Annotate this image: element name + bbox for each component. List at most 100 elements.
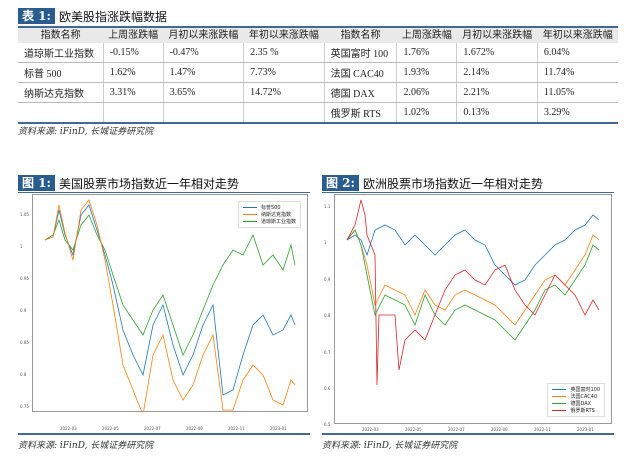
y-tick: 0.8: [20, 372, 27, 377]
us-mtd-change: 1.47%: [163, 62, 245, 83]
fig1-tag: 图 1:: [18, 175, 55, 191]
series-dow: [44, 214, 296, 357]
fig1-title: 图 1: 美国股票市场指数近一年相对走势: [18, 175, 239, 191]
y-tick: 0.85: [20, 340, 29, 345]
eu-ytd-change: 11.74%: [537, 62, 618, 83]
eu-chart-plot: [346, 199, 600, 386]
eu-ytd-change: 6.04%: [537, 43, 618, 63]
col-header: 指数名称: [324, 26, 397, 43]
x-tick: 2022-11: [228, 426, 245, 431]
fig2-title-rule: [322, 192, 614, 193]
fig2-tag: 图 2:: [322, 175, 359, 191]
y-tick: 0.8: [324, 313, 331, 318]
y-tick: 0.9: [20, 308, 27, 313]
series-nasdaq: [44, 199, 296, 417]
col-header: 年初以来涨跌幅: [537, 26, 618, 43]
col-header: 年初以来涨跌幅: [243, 26, 325, 43]
us-index-name: 标普 500: [18, 62, 104, 83]
us-index-chart: 标普500 纳斯达克指数 道琼斯工业指数: [32, 194, 308, 417]
eu-index-name: 德国 DAX: [324, 82, 398, 103]
us-ytd-change: 14.72%: [243, 82, 325, 103]
y-tick: 0.75: [20, 404, 29, 409]
table1-title: 表 1: 欧美股指涨跌幅数据: [18, 8, 167, 24]
x-tick: 2022-07: [448, 427, 465, 432]
eu-week-change: 1.76%: [396, 43, 458, 63]
col-header: 上周涨跌幅: [396, 26, 457, 43]
eu-ytd-change: 11.05%: [537, 82, 618, 103]
fig2-bottom-rule: [322, 433, 614, 435]
eu-index-chart: 英国富时100 法国CAC40 德国DAX 俄罗斯RTS: [334, 194, 612, 424]
x-tick: 2023-01: [270, 426, 287, 431]
us-ytd-change: 7.73%: [243, 62, 325, 83]
eu-mtd-change: 2.21%: [456, 82, 538, 103]
us-week-change: -0.15%: [103, 43, 164, 63]
x-tick: 2022-11: [534, 427, 551, 432]
legend-label: 俄罗斯RTS: [570, 408, 595, 414]
eu-mtd-change: 0.13%: [456, 102, 538, 124]
eu-index-name: 俄罗斯 RTS: [324, 102, 398, 124]
x-tick: 2022-09: [491, 427, 508, 432]
fig2-title-text: 欧洲股票市场指数近一年相对走势: [362, 176, 543, 191]
legend-label: 标普500: [260, 205, 281, 211]
us-week-change: 1.62%: [103, 62, 164, 83]
eu-ytd-change: 3.29%: [537, 102, 618, 124]
table1-tag: 表 1:: [18, 8, 55, 24]
table-row: 标普 500 1.62% 1.47% 7.73% 法国 CAC40 1.93% …: [18, 62, 618, 83]
us-ytd-change: [243, 102, 325, 124]
y-tick: 1: [324, 240, 327, 245]
table-row: 纳斯达克指数 3.31% 3.65% 14.72% 德国 DAX 2.06% 2…: [18, 82, 618, 103]
table-header-row: 指数名称 上周涨跌幅 月初以来涨跌幅 年初以来涨跌幅 指数名称 上周涨跌幅 月初…: [18, 26, 618, 43]
us-index-name: [18, 102, 104, 124]
x-tick: 2022-05: [102, 426, 119, 431]
legend-label: 纳斯达克指数: [260, 212, 291, 218]
us-index-name: 道琼斯工业指数: [18, 43, 104, 63]
legend-item: 道琼斯工业指数: [242, 218, 296, 225]
legend-item: 法国CAC40: [552, 393, 600, 400]
y-tick: 1.05: [20, 212, 29, 217]
table-row: 俄罗斯 RTS 1.02% 0.13% 3.29%: [18, 102, 618, 124]
y-tick: 0.95: [20, 276, 29, 281]
us-week-change: 3.31%: [103, 82, 164, 103]
legend-label: 道琼斯工业指数: [260, 219, 296, 225]
eu-mtd-change: 2.14%: [456, 62, 538, 83]
series-rts: [346, 199, 600, 386]
col-header: 上周涨跌幅: [103, 26, 164, 43]
us-ytd-change: 2.35 %: [243, 43, 325, 63]
y-tick: 0.6: [324, 386, 331, 391]
y-tick: 0.7: [324, 350, 331, 355]
col-header: 指数名称: [18, 26, 104, 43]
index-performance-table: 指数名称 上周涨跌幅 月初以来涨跌幅 年初以来涨跌幅 指数名称 上周涨跌幅 月初…: [18, 26, 618, 124]
y-tick: 1: [20, 244, 23, 249]
table-row: 道琼斯工业指数 -0.15% -0.47% 2.35 % 英国富时 100 1.…: [18, 43, 618, 63]
eu-week-change: 2.06%: [396, 82, 458, 103]
fig1-title-rule: [18, 192, 310, 193]
table1-source: 资料来源: iFinD, 长城证券研究院: [18, 127, 154, 137]
y-tick: 0.5: [324, 422, 331, 427]
us-mtd-change: 3.65%: [163, 82, 245, 103]
legend-item: 标普500: [242, 204, 296, 211]
legend-item: 纳斯达克指数: [242, 211, 296, 218]
legend-label: 英国富时100: [570, 387, 600, 393]
us-mtd-change: -0.47%: [163, 43, 245, 63]
fig1-bottom-rule: [18, 433, 310, 435]
fig1-source: 资料来源: iFinD, 长城证券研究院: [18, 441, 154, 451]
us-chart-plot: [44, 199, 296, 417]
us-chart-legend: 标普500 纳斯达克指数 道琼斯工业指数: [237, 201, 301, 228]
us-index-name: 纳斯达克指数: [18, 82, 104, 103]
col-header: 月初以来涨跌幅: [163, 26, 244, 43]
legend-item: 俄罗斯RTS: [552, 407, 600, 414]
y-tick: 0.9: [324, 277, 331, 282]
series-ftse: [346, 214, 600, 286]
us-mtd-change: [163, 102, 245, 124]
x-tick: 2022-07: [144, 426, 161, 431]
col-header: 月初以来涨跌幅: [456, 26, 538, 43]
eu-index-name: 法国 CAC40: [324, 62, 398, 83]
x-tick: 2022-03: [60, 426, 77, 431]
legend-item: 德国DAX: [552, 400, 600, 407]
eu-mtd-change: 1.672%: [456, 43, 538, 63]
table1-title-text: 欧美股指涨跌幅数据: [58, 9, 167, 24]
x-tick: 2023-01: [577, 427, 594, 432]
us-week-change: [103, 102, 164, 124]
eu-week-change: 1.02%: [396, 102, 458, 124]
eu-chart-legend: 英国富时100 法国CAC40 德国DAX 俄罗斯RTS: [547, 383, 605, 417]
